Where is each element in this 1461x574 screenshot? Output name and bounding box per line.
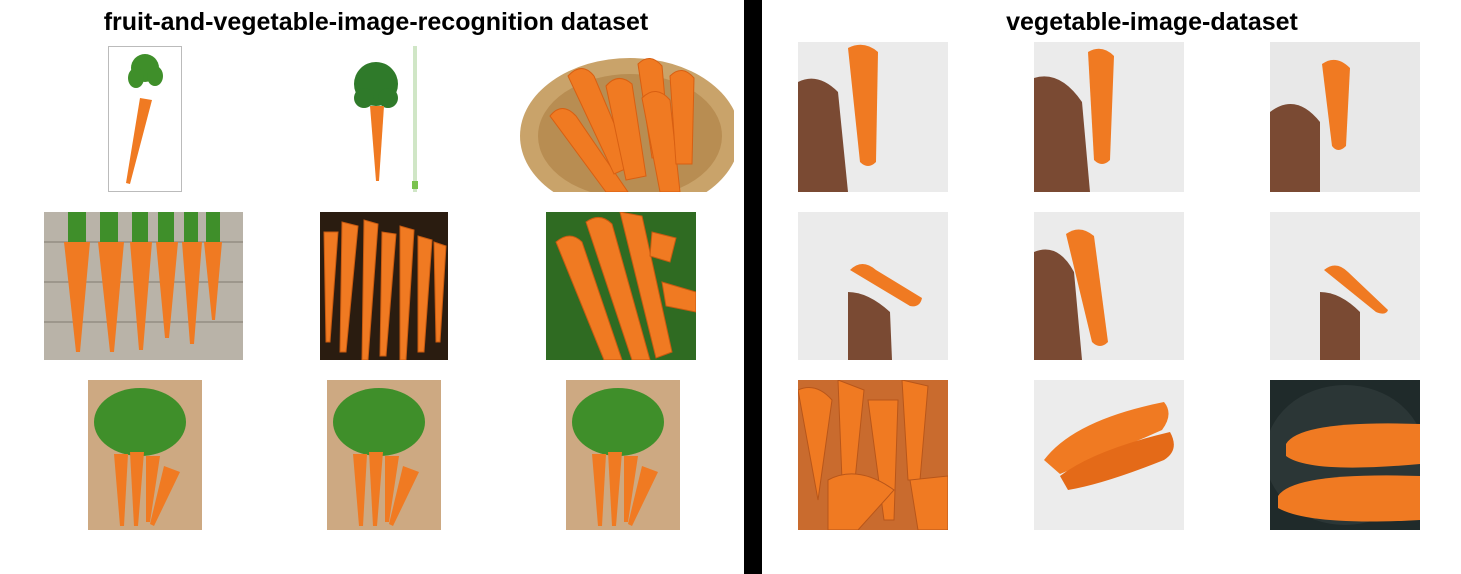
carrot-image — [327, 380, 441, 530]
carrot-image — [1270, 212, 1420, 360]
carrot-image — [798, 212, 948, 360]
carrot-image — [1034, 380, 1184, 530]
carrot-image — [108, 46, 182, 192]
right-panel: vegetable-image-dataset — [762, 0, 1461, 574]
carrot-image — [1270, 380, 1420, 530]
carrot-image — [1034, 42, 1184, 192]
panel-divider — [744, 0, 762, 574]
carrot-image — [320, 212, 448, 360]
left-panel-title: fruit-and-vegetable-image-recognition da… — [103, 8, 649, 36]
carrot-image — [510, 46, 734, 192]
carrot-image — [798, 42, 948, 192]
carrot-image — [546, 212, 696, 360]
carrot-image — [346, 46, 426, 192]
carrot-image — [1034, 212, 1184, 360]
carrot-image — [88, 380, 202, 530]
carrot-image — [566, 380, 680, 530]
carrot-image — [44, 212, 243, 360]
left-panel: fruit-and-vegetable-image-recognition da… — [44, 8, 734, 530]
carrot-image — [798, 380, 948, 530]
right-panel-title: vegetable-image-dataset — [1006, 8, 1298, 36]
carrot-image — [1270, 42, 1420, 192]
